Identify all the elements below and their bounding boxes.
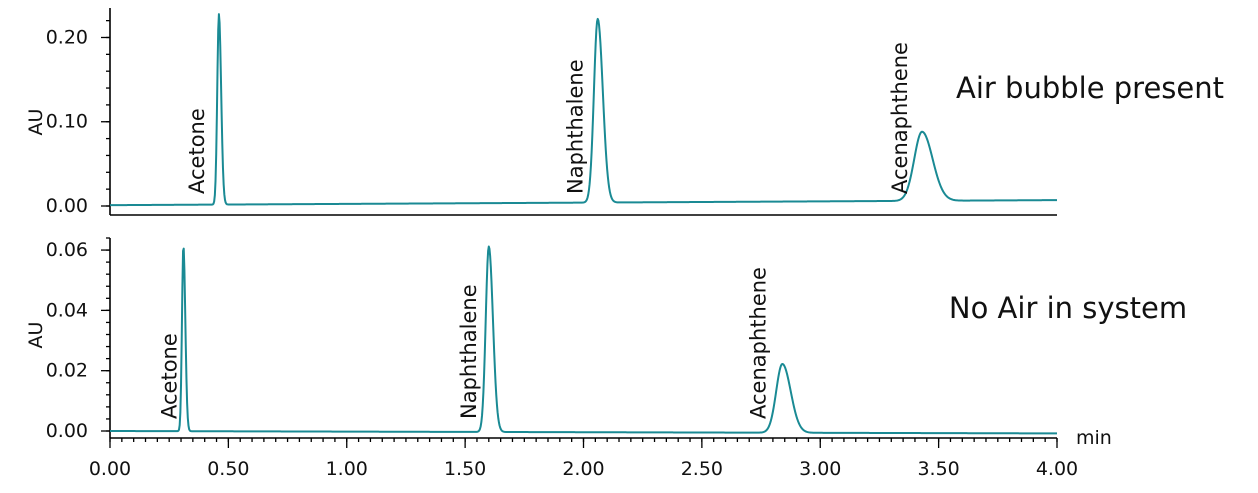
- peak-label-acetone: Acetone: [157, 333, 181, 419]
- x-tick-label: 3.50: [917, 458, 959, 480]
- x-tick-label: 2.00: [562, 458, 604, 480]
- y-tick-label: 0.10: [46, 111, 88, 133]
- x-tick-label: 1.50: [444, 458, 486, 480]
- x-tick-label: 0.50: [207, 458, 249, 480]
- y-tick-label: 0.00: [46, 420, 88, 442]
- x-tick-label: 1.00: [326, 458, 368, 480]
- x-tick-label: 0.00: [89, 458, 131, 480]
- x-tick-label: 3.00: [799, 458, 841, 480]
- x-tick-label: 2.50: [681, 458, 723, 480]
- y-tick-label: 0.20: [46, 26, 88, 48]
- chromatogram-trace-top: [109, 13, 1058, 207]
- peak-label-acenaphthene: Acenaphthene: [888, 42, 912, 194]
- y-tick-label: 0.00: [46, 195, 88, 217]
- y-tick-label: 0.02: [46, 360, 88, 382]
- peak-label-acetone: Acetone: [185, 108, 209, 194]
- x-tick-label: 4.00: [1036, 458, 1078, 480]
- y-tick-label: 0.06: [46, 239, 88, 261]
- peak-label-acenaphthene: Acenaphthene: [746, 267, 770, 419]
- panel-annotation-top: Air bubble present: [956, 71, 1224, 105]
- chromatogram-trace-bottom: [109, 245, 1058, 435]
- y-axis-label: AU: [25, 109, 47, 136]
- x-axis-unit-label: min: [1076, 427, 1112, 449]
- y-axis-label: AU: [25, 322, 47, 349]
- y-tick-label: 0.04: [46, 299, 88, 321]
- peak-label-naphthalene: Naphthalene: [457, 284, 481, 419]
- panel-annotation-bottom: No Air in system: [949, 291, 1187, 325]
- peak-label-naphthalene: Naphthalene: [564, 59, 588, 194]
